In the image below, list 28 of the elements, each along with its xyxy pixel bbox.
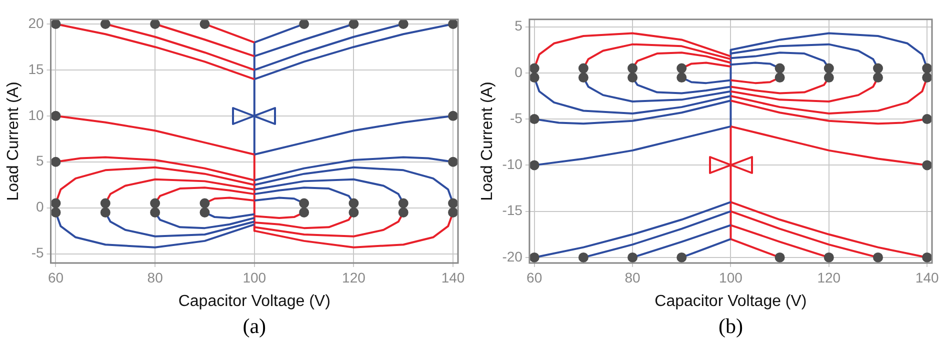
y-tick-label: 5 xyxy=(36,152,44,169)
x-tick-label: 120 xyxy=(342,269,366,286)
x-tick-label: 140 xyxy=(915,269,939,286)
x-tick-label: 80 xyxy=(147,269,164,286)
y-tick-label: -10 xyxy=(502,156,523,172)
x-axis-title: Capacitor Voltage (V) xyxy=(178,292,330,310)
x-tick-label: 100 xyxy=(242,269,266,286)
y-axis-title: Load Current (A) xyxy=(5,82,22,201)
y-tick-label: -5 xyxy=(31,244,44,261)
x-tick-label: 120 xyxy=(817,269,841,286)
y-tick-label: 20 xyxy=(28,14,44,31)
y-tick-label: 10 xyxy=(28,106,44,123)
x-tick-label: 60 xyxy=(48,269,64,286)
x-tick-label: 80 xyxy=(624,269,641,286)
y-tick-label: 0 xyxy=(514,64,523,80)
y-axis-title: Load Current (A) xyxy=(479,82,496,201)
y-tick-label: 0 xyxy=(36,198,44,215)
y-tick-label: 15 xyxy=(28,60,44,77)
y-tick-label: -5 xyxy=(510,110,523,126)
y-tick-label: 5 xyxy=(514,18,523,34)
x-tick-label: 100 xyxy=(719,269,743,286)
text: (b) xyxy=(717,313,744,339)
x-tick-label: 60 xyxy=(526,269,542,286)
x-tick-label: 140 xyxy=(441,269,465,286)
y-tick-label: -15 xyxy=(502,202,523,218)
text: (a) xyxy=(242,313,268,339)
y-tick-label: -20 xyxy=(502,248,523,264)
x-axis-title: Capacitor Voltage (V) xyxy=(654,292,807,310)
